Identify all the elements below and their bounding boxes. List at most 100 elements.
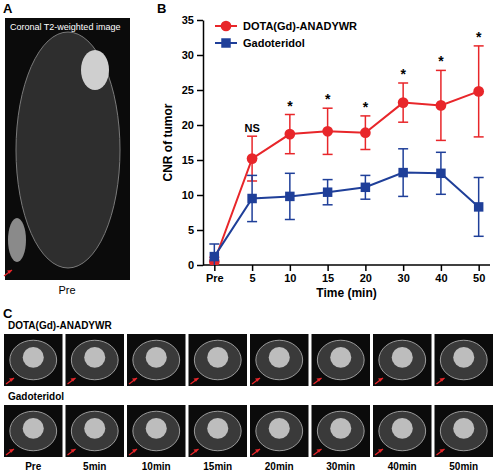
organ — [84, 347, 105, 368]
arrow-head — [194, 449, 199, 453]
time-label: 10min — [142, 461, 171, 472]
legend-label: DOTA(Gd)-ANADYWR — [243, 20, 357, 32]
arrow-head — [132, 449, 137, 453]
body-outline — [133, 340, 180, 380]
marker — [323, 187, 332, 196]
tick-mark — [197, 90, 203, 92]
organ — [392, 347, 413, 368]
tumor — [8, 218, 26, 262]
arrow-head — [9, 449, 14, 453]
mri-image — [189, 405, 248, 457]
error-cap — [285, 173, 295, 175]
mri-image — [66, 334, 125, 386]
tick: 20 — [360, 265, 372, 284]
body-outline — [16, 32, 120, 268]
image-frame — [127, 405, 186, 457]
error-bar — [436, 152, 446, 194]
annotation: * — [438, 53, 444, 69]
error-cap — [474, 136, 484, 138]
error-cap — [436, 70, 446, 72]
tick-label: 50 — [473, 272, 485, 284]
arrow — [68, 449, 76, 455]
error-bar — [398, 83, 408, 122]
error-bar — [360, 175, 370, 199]
axis-line — [203, 21, 205, 266]
organ — [269, 347, 290, 368]
error-cap — [474, 177, 484, 179]
error-cap — [398, 82, 408, 84]
row-label: DOTA(Gd)-ANADYWR — [8, 320, 112, 331]
tick-label: 30 — [398, 272, 410, 284]
tick-mark — [197, 55, 203, 57]
mri-image — [312, 334, 371, 386]
mri-image — [66, 405, 125, 457]
annotation: NS — [244, 122, 259, 134]
organ — [330, 347, 351, 368]
annotation: * — [476, 29, 482, 45]
error-cap — [285, 153, 295, 155]
marker — [285, 192, 294, 201]
error-cap — [474, 45, 484, 47]
tick-label: 10 — [182, 189, 194, 201]
tick-mark — [365, 265, 367, 271]
marker — [247, 194, 256, 203]
mri-image — [189, 334, 248, 386]
error-cap — [360, 115, 370, 117]
error-bar — [474, 46, 484, 137]
legend-entry: Gadoteridol — [215, 37, 305, 49]
image-frame — [250, 334, 309, 386]
annotation: * — [400, 66, 406, 82]
error-cap — [247, 135, 257, 137]
image-caption: Pre — [58, 284, 75, 296]
marker — [247, 153, 258, 164]
body-outline — [256, 411, 303, 451]
row-label: Gadoteridol — [8, 391, 64, 402]
image-title: Coronal T2-weighted image — [10, 22, 120, 32]
arrow-head — [9, 378, 14, 382]
mri-image — [4, 334, 63, 386]
marker — [398, 168, 407, 177]
tick: 10 — [182, 189, 203, 201]
tick-mark — [197, 20, 203, 22]
arrow-shaft — [6, 378, 14, 384]
arrow-head — [255, 449, 260, 453]
tick: 30 — [398, 265, 410, 284]
image-frame — [373, 405, 432, 457]
error-cap — [436, 140, 446, 142]
arrow-head — [7, 270, 12, 274]
marker — [398, 97, 409, 108]
error-cap — [398, 121, 408, 123]
marker — [360, 127, 371, 138]
error-bar — [209, 244, 219, 265]
legend-marker — [221, 38, 230, 47]
arrow-shaft — [191, 449, 199, 455]
tick: 10 — [284, 265, 296, 284]
time-label: 20min — [265, 461, 294, 472]
tick-label: 35 — [182, 14, 194, 26]
series — [209, 46, 484, 265]
mri-image — [373, 405, 432, 457]
arrow — [314, 449, 322, 455]
arrow — [4, 270, 12, 276]
arrow — [314, 378, 322, 384]
image-frame — [66, 405, 125, 457]
body-outline — [379, 411, 426, 451]
body-outline — [194, 340, 241, 380]
arrow-head — [71, 449, 76, 453]
panel-c: CDOTA(Gd)-ANADYWRGadoteridolPre5min10min… — [3, 306, 493, 472]
arrow-head — [194, 378, 199, 382]
error-cap — [398, 148, 408, 150]
panel-a: ACoronal T2-weighted imagePre — [3, 1, 130, 296]
organ — [392, 418, 413, 439]
error-bar — [285, 115, 295, 154]
body-outline — [133, 411, 180, 451]
tick-mark — [197, 230, 203, 232]
tick-label: 5 — [250, 272, 256, 284]
arrow-shaft — [252, 378, 260, 384]
arrow-shaft — [314, 449, 322, 455]
arrow-head — [317, 378, 322, 382]
body-outline — [71, 411, 118, 451]
x-axis-title: Time (min) — [316, 286, 376, 300]
tick-label: 15 — [182, 154, 194, 166]
time-label: 15min — [203, 461, 232, 472]
